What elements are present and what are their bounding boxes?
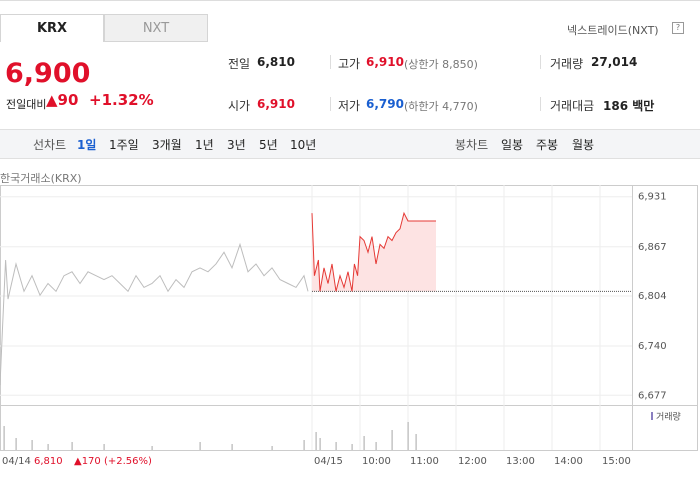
stat-value: 6,910: [366, 55, 404, 69]
volume-bar: [375, 442, 377, 450]
period-label: 봉차트: [455, 138, 489, 152]
footer-close: 6,810: [34, 456, 63, 467]
exchange-link[interactable]: 넥스트레이드(NXT): [567, 24, 659, 37]
volume-bar: [15, 438, 17, 450]
tab-krx[interactable]: KRX: [0, 14, 104, 42]
x-tick-label: 14:00: [554, 456, 583, 467]
period-label: 선차트: [33, 138, 67, 152]
x-tick-label: 12:00: [458, 456, 487, 467]
period-button[interactable]: 일봉: [501, 138, 524, 152]
volume-bar: [303, 440, 305, 450]
stat-label: 시가: [228, 99, 251, 113]
source: 한국거래소(KRX): [0, 172, 82, 185]
volume-bar: [199, 442, 201, 450]
volume-bar: [3, 426, 5, 450]
stat-label: 고가: [338, 57, 361, 71]
x-tick-label: 15:00: [602, 456, 631, 467]
period-button[interactable]: 1년: [195, 138, 214, 152]
stat-value: 186 백만: [603, 99, 655, 113]
volume-bar: [391, 430, 393, 450]
period-button[interactable]: 1일: [77, 138, 97, 152]
period-button[interactable]: 주봉: [536, 138, 559, 152]
help-icon[interactable]: ?: [672, 22, 684, 34]
volume-bar: [231, 444, 233, 450]
stat-value: 27,014: [591, 55, 638, 69]
legend-swatch: [651, 412, 653, 420]
volume-bar: [315, 432, 317, 450]
stat-label: 전일: [228, 57, 251, 71]
y-tick-label: 6,677: [638, 390, 667, 401]
x-tick-label: 11:00: [410, 456, 439, 467]
volume-bar: [71, 442, 73, 450]
divider: [540, 97, 541, 111]
y-tick-label: 6,740: [638, 341, 667, 352]
divider: [540, 55, 541, 69]
volume-bar: [351, 444, 353, 450]
price-line: [0, 242, 309, 386]
period-button[interactable]: 3개월: [152, 138, 182, 152]
volume-bar: [363, 436, 365, 450]
stat-value: 6,810: [257, 55, 295, 69]
change-rate: +1.32%: [89, 91, 154, 109]
change-label: 전일대비: [6, 98, 47, 111]
stat-note: (하한가 4,770): [404, 100, 478, 113]
divider: [330, 97, 331, 111]
price-line: [311, 211, 436, 292]
volume-bar: [103, 444, 105, 450]
period-button[interactable]: 10년: [290, 138, 317, 152]
volume-bar: [319, 438, 321, 450]
footer-change: ▲170 (+2.56%): [74, 456, 152, 467]
volume-bar: [415, 434, 417, 450]
y-tick-label: 6,867: [638, 242, 667, 253]
volume-bar: [407, 422, 409, 450]
y-tick-label: 6,931: [638, 192, 667, 203]
divider: [330, 55, 331, 69]
x-tick-label: 04/15: [314, 456, 343, 467]
period-button[interactable]: 월봉: [572, 138, 595, 152]
stat-label: 거래량: [550, 57, 584, 71]
top-border: [0, 0, 700, 1]
x-tick-label: 04/14: [2, 456, 31, 467]
volume-bar: [31, 440, 33, 450]
x-tick-label: 10:00: [362, 456, 391, 467]
stat-label: 거래대금: [550, 99, 595, 113]
legend-label: 거래량: [656, 411, 681, 423]
period-button[interactable]: 1주일: [109, 138, 139, 152]
price: 6,900: [5, 58, 91, 89]
stat-value: 6,910: [257, 97, 295, 111]
stat-value: 6,790: [366, 97, 404, 111]
period-button[interactable]: 5년: [259, 138, 278, 152]
volume-bar: [271, 446, 273, 450]
period-bar: [0, 129, 700, 159]
volume-bar: [335, 442, 337, 450]
volume-bar: [47, 444, 49, 450]
change: ▲90: [46, 91, 79, 109]
stat-note: (상한가 8,850): [404, 58, 478, 71]
tab-nxt[interactable]: NXT: [104, 14, 208, 42]
period-button[interactable]: 3년: [227, 138, 246, 152]
stat-label: 저가: [338, 99, 361, 113]
x-tick-label: 13:00: [506, 456, 535, 467]
chart-frame: [0, 185, 698, 451]
y-tick-label: 6,804: [638, 291, 667, 302]
volume-bar: [151, 446, 153, 450]
